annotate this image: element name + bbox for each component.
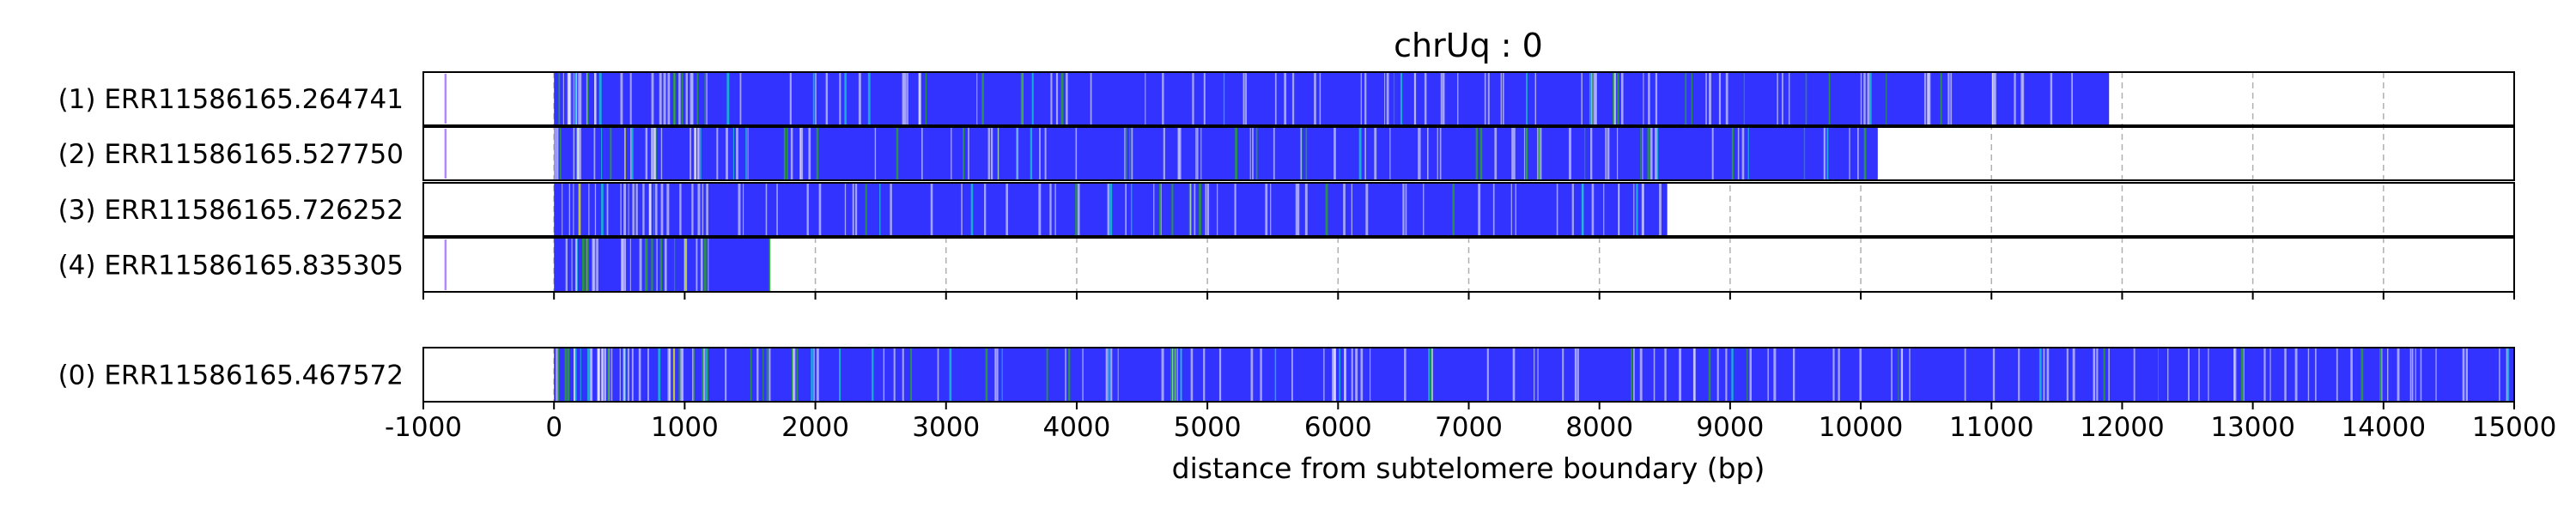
tick-label-5: 4000 xyxy=(1042,412,1110,443)
tick-label-2: 1000 xyxy=(651,412,719,443)
tick-label-4: 3000 xyxy=(912,412,980,443)
x-axis-label: distance from subtelomere boundary (bp) xyxy=(1172,451,1765,485)
read-row-frame-2 xyxy=(422,182,2515,237)
tick-label-6: 5000 xyxy=(1174,412,1242,443)
read-row-frame-0 xyxy=(422,71,2515,126)
chart-title: chrUq : 0 xyxy=(1394,27,1543,64)
tick-label-3: 2000 xyxy=(781,412,849,443)
tick-label-8: 7000 xyxy=(1435,412,1503,443)
x-axis: -1000 0 1000 2000 3000 4000 5000 6000 7000 8000 90… xyxy=(385,292,2556,443)
read-stripes-4 xyxy=(556,348,2510,402)
read-stripes-1 xyxy=(554,127,1867,180)
tick-label-13: 12000 xyxy=(2080,412,2165,443)
read-label-4: (0) ERR11586165.467572 xyxy=(58,360,404,391)
read-label-1: (2) ERR11586165.527750 xyxy=(58,139,404,170)
tick-label-12: 11000 xyxy=(1949,412,2034,443)
tick-label-15: 14000 xyxy=(2342,412,2427,443)
tick-label-7: 6000 xyxy=(1304,412,1372,443)
read-label-0: (1) ERR11586165.264741 xyxy=(58,84,404,115)
tick-label-10: 9000 xyxy=(1696,412,1764,443)
tick-label-11: 10000 xyxy=(1819,412,1904,443)
read-stripes-0 xyxy=(558,72,2074,125)
tick-label-9: 8000 xyxy=(1565,412,1633,443)
read-stripes-2 xyxy=(562,183,1670,236)
tick-label-0: -1000 xyxy=(385,412,462,443)
read-label-2: (3) ERR11586165.726252 xyxy=(58,195,404,226)
tick-label-16: 15000 xyxy=(2472,412,2557,443)
read-row-frame-1 xyxy=(422,126,2515,181)
read-label-3: (4) ERR11586165.835305 xyxy=(58,251,404,282)
tick-label-14: 13000 xyxy=(2210,412,2295,443)
read-stripes-3 xyxy=(565,238,771,292)
read-bar-0 xyxy=(554,72,2110,125)
tick-label-1: 0 xyxy=(545,412,562,443)
read-tracks: (1) ERR11586165.264741 (2) ERR11586165.52… xyxy=(58,71,2515,403)
read-bar-1 xyxy=(554,127,1878,180)
